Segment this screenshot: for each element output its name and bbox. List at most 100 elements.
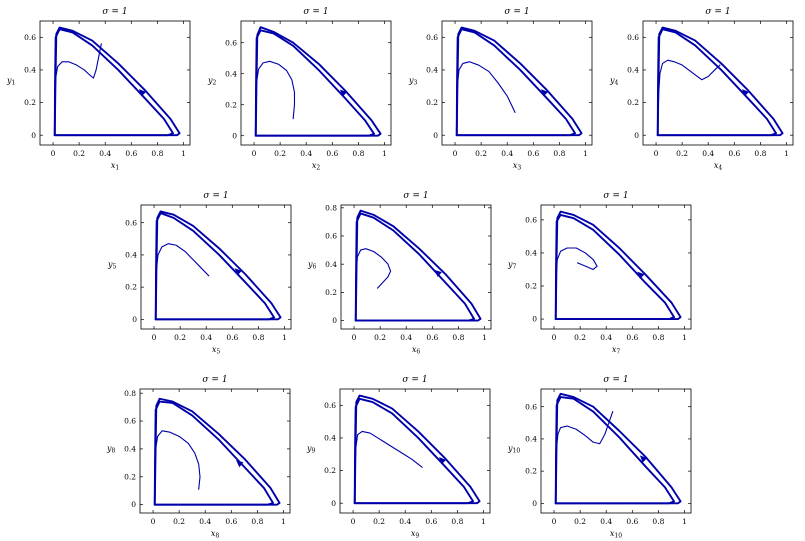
trajectory-series-2 — [154, 212, 275, 321]
x-tick-label: 0 — [552, 333, 557, 342]
chart-panel-1: σ = 1 0 0.2 0.4 0.6 0.8 1 0 0.2 0.4 0.6 x1 y1 — [6, 7, 191, 172]
x-tick-label: 1 — [481, 517, 486, 526]
x-axis-label: x10 — [610, 529, 622, 540]
x-tick-label: 0.4 — [200, 333, 212, 342]
trajectory-series-2 — [656, 28, 777, 137]
x-axis-label: x2 — [312, 161, 321, 172]
y-axis-label-subscript: 7 — [513, 264, 517, 271]
x-tick-label: 0.4 — [501, 149, 513, 158]
y-tick-label: 0.6 — [125, 218, 137, 227]
direction-arrow — [434, 270, 442, 278]
x-axis-label: x7 — [612, 345, 621, 356]
trajectory-series-3 — [154, 210, 282, 321]
plot-frame — [240, 20, 392, 146]
x-tick-label: 0 — [351, 517, 356, 526]
trajectory-series-1 — [355, 248, 392, 322]
y-axis-label: y3 — [408, 76, 418, 87]
y-tick-label: 0.4 — [325, 260, 337, 269]
y-tick-label: 0.4 — [525, 249, 537, 258]
x-axis-label-subscript: 7 — [616, 349, 620, 356]
x-tick-label: 1 — [682, 333, 687, 342]
plot-frame — [340, 204, 492, 330]
x-tick-label: 1 — [482, 333, 487, 342]
chart-panel-3: σ = 1 0 0.2 0.4 0.6 0.8 1 0 0.2 0.4 0.6 x3 y3 — [408, 7, 593, 172]
y-tick-label: 0.8 — [325, 203, 337, 212]
x-axis-label: x6 — [412, 345, 421, 356]
direction-arrow — [138, 89, 147, 97]
y-axis-label-subscript: 3 — [414, 80, 418, 87]
trajectory-series-1 — [255, 60, 296, 137]
y-tick-label: 0.4 — [125, 251, 137, 260]
y-tick-label: 0.2 — [225, 100, 237, 109]
y-axis-label: y8 — [106, 444, 116, 455]
y-tick-label: 0.2 — [124, 472, 136, 481]
y-tick-label: 0.6 — [426, 33, 438, 42]
y-axis-label-subscript: 2 — [213, 80, 217, 87]
y-tick-label: 0 — [532, 315, 537, 324]
trajectory-series-2 — [353, 397, 474, 505]
plot-frame — [139, 388, 291, 514]
chart-panel-5: σ = 1 0 0.2 0.4 0.6 0.8 1 0 0.2 0.4 0.6 x5 y5 — [107, 191, 292, 356]
x-tick-label: 0 — [453, 149, 458, 158]
x-tick-label: 0.4 — [600, 517, 612, 526]
y-axis-label: y2 — [207, 76, 217, 87]
y-axis-label-subscript: 1 — [12, 80, 16, 87]
x-tick-label: 0.4 — [399, 517, 411, 526]
chart-panel-7: σ = 1 0 0.2 0.4 0.6 0.8 1 0 0.2 0.4 0.6 x7 y7 — [507, 191, 692, 356]
direction-arrow — [438, 457, 447, 465]
trajectory-series-3 — [656, 26, 784, 137]
x-tick-label: 0.4 — [199, 517, 211, 526]
y-axis-label: y7 — [507, 260, 517, 271]
y-tick-label: 0.4 — [525, 435, 537, 444]
direction-arrow — [236, 460, 244, 468]
x-tick-label: 0.6 — [527, 149, 539, 158]
trajectory-series-2 — [254, 29, 375, 137]
chart-title: σ = 1 — [402, 375, 427, 385]
trajectory-series-1 — [555, 410, 614, 504]
x-tick-label: 0.2 — [574, 517, 586, 526]
y-tick-label: 0.4 — [225, 69, 237, 78]
y-tick-label: 0.6 — [225, 38, 237, 47]
x-tick-label: 0.8 — [252, 333, 264, 342]
y-axis-label: y4 — [609, 76, 619, 87]
y-axis-label-subscript: 5 — [113, 264, 117, 271]
y-axis-label-subscript: 10 — [513, 448, 521, 455]
y-tick-label: 0.2 — [24, 98, 36, 107]
trajectory-series-1 — [54, 43, 102, 136]
x-tick-label: 0.2 — [676, 149, 688, 158]
x-tick-label: 0.2 — [274, 149, 286, 158]
y-tick-label: 0.2 — [525, 282, 537, 291]
y-tick-label: 0.8 — [124, 389, 136, 398]
plot-frame — [339, 388, 491, 514]
y-tick-label: 0.4 — [324, 434, 336, 443]
trajectory-series-2 — [354, 212, 475, 322]
x-tick-label: 1 — [583, 149, 588, 158]
chart-title: σ = 1 — [603, 191, 628, 201]
x-tick-label: 0.6 — [626, 333, 638, 342]
x-tick-label: 0 — [152, 333, 157, 342]
y-axis-label-subscript: 4 — [615, 80, 619, 87]
y-tick-label: 0.2 — [426, 98, 438, 107]
plot-frame — [441, 20, 593, 146]
plot-frame — [39, 20, 191, 146]
x-tick-label: 0.2 — [374, 333, 386, 342]
trajectory-series-3 — [153, 397, 281, 506]
x-tick-label: 0 — [654, 149, 659, 158]
trajectory-series-3 — [554, 210, 682, 321]
x-tick-label: 1 — [282, 333, 287, 342]
x-tick-label: 0.2 — [173, 517, 185, 526]
y-tick-label: 0.6 — [325, 232, 337, 241]
y-tick-label: 0.2 — [324, 466, 336, 475]
trajectory-series-3 — [53, 26, 181, 137]
plot-frame — [140, 204, 292, 330]
chart-title: σ = 1 — [603, 375, 628, 385]
x-axis-label-subscript: 1 — [115, 165, 119, 172]
chart-title: σ = 1 — [102, 7, 127, 17]
x-axis-label: x3 — [513, 161, 522, 172]
y-tick-label: 0.4 — [124, 445, 136, 454]
y-tick-label: 0.2 — [627, 98, 639, 107]
trajectory-series-1 — [154, 430, 201, 506]
trajectory-series-2 — [153, 400, 274, 506]
